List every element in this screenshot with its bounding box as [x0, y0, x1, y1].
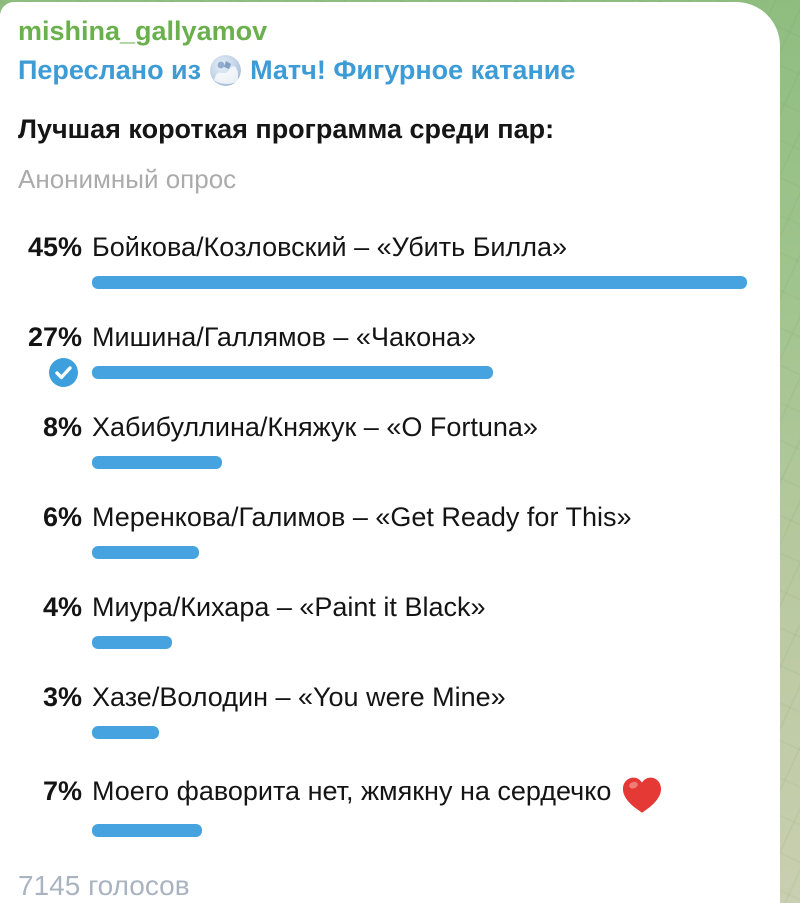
- forwarded-header[interactable]: Переслано из Матч! Фигурное катание: [18, 50, 760, 90]
- option-percent: 7%: [42, 776, 82, 806]
- poll-question: Лучшая короткая программа среди пар:: [18, 114, 555, 144]
- option-result-bar: [92, 636, 173, 649]
- option-label: Хазе/Володин – «You were Mine»: [92, 682, 506, 712]
- option-result-bar: [92, 824, 203, 837]
- poll-option[interactable]: 3% Хазе/Володин – «You were Mine»: [18, 681, 760, 739]
- channel-name[interactable]: mishina_gallyamov: [18, 16, 268, 46]
- option-label: Миура/Кихара – «Paint it Black»: [92, 592, 486, 622]
- option-label: Моего фаворита нет, жмякну на сердечко: [92, 776, 612, 806]
- poll-votes-count: 7145 голосов: [18, 870, 190, 901]
- poll-options-list: 45% Бойкова/Козловский – «Убить Билла» 2…: [18, 231, 760, 837]
- poll-option[interactable]: 6% Меренкова/Галимов – «Get Ready for Th…: [18, 501, 760, 559]
- option-result-bar: [92, 456, 223, 469]
- red-heart-icon: [621, 775, 663, 815]
- option-label: Хабибуллина/Княжук – «O Fortuna»: [92, 412, 538, 442]
- poll-option[interactable]: 7% Моего фаворита нет, жмякну на сердечк…: [18, 771, 760, 837]
- option-result-bar: [92, 726, 159, 739]
- option-label: Меренкова/Галимов – «Get Ready for This»: [92, 502, 632, 532]
- option-result-bar: [92, 366, 493, 379]
- option-percent: 45%: [27, 232, 82, 262]
- poll-option[interactable]: 27% Мишина/Галлямов – «Чакона»: [18, 321, 760, 387]
- option-result-bar: [92, 546, 199, 559]
- forwarded-channel-name[interactable]: Матч! Фигурное катание: [250, 55, 576, 85]
- poll-option[interactable]: 45% Бойкова/Козловский – «Убить Билла»: [18, 231, 760, 289]
- voted-check-icon: [49, 358, 78, 387]
- option-percent: 8%: [42, 412, 82, 442]
- message-bubble: mishina_gallyamov Переслано из Матч! Фиг…: [0, 2, 780, 903]
- channel-avatar-icon[interactable]: [210, 54, 242, 86]
- option-label: Бойкова/Козловский – «Убить Билла»: [92, 232, 568, 262]
- forwarded-prefix-label: Переслано из: [18, 55, 202, 85]
- option-percent: 27%: [27, 322, 82, 352]
- option-result-bar: [92, 276, 747, 289]
- poll-option[interactable]: 4% Миура/Кихара – «Paint it Black»: [18, 591, 760, 649]
- option-percent: 4%: [42, 592, 82, 622]
- option-percent: 3%: [42, 682, 82, 712]
- poll-type-label: Анонимный опрос: [18, 164, 237, 194]
- option-percent: 6%: [42, 502, 82, 532]
- poll-option[interactable]: 8% Хабибуллина/Княжук – «O Fortuna»: [18, 411, 760, 469]
- option-label: Мишина/Галлямов – «Чакона»: [92, 322, 477, 352]
